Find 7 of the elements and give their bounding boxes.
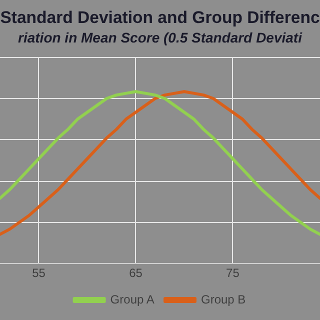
x-tick-label: 65: [129, 266, 143, 280]
legend-label: Group A: [110, 292, 154, 306]
x-tick-label: 75: [226, 266, 240, 280]
legend-label: Group B: [201, 292, 246, 306]
chart-subtitle: riation in Mean Score (0.5 Standard Deviati: [18, 30, 304, 46]
x-tick-label: 55: [32, 266, 46, 280]
chart-title: Standard Deviation and Group Differenc: [0, 8, 320, 27]
